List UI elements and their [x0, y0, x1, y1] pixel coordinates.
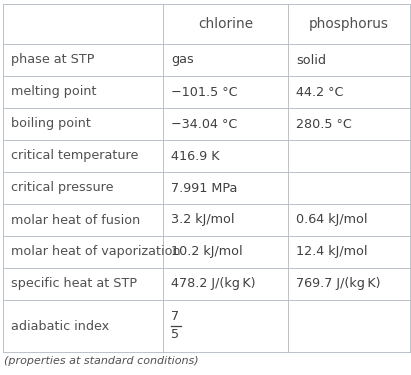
Text: 280.5 °C: 280.5 °C [296, 117, 352, 130]
Text: 5: 5 [171, 328, 179, 342]
Text: solid: solid [296, 54, 326, 66]
Text: critical temperature: critical temperature [11, 150, 139, 162]
Text: boiling point: boiling point [11, 117, 91, 130]
Text: adiabatic index: adiabatic index [11, 320, 109, 333]
Text: 0.64 kJ/mol: 0.64 kJ/mol [296, 213, 367, 226]
Text: 478.2 J/(kg K): 478.2 J/(kg K) [171, 278, 256, 291]
Text: 12.4 kJ/mol: 12.4 kJ/mol [296, 246, 367, 258]
Text: 10.2 kJ/mol: 10.2 kJ/mol [171, 246, 242, 258]
Text: melting point: melting point [11, 86, 97, 99]
Text: 416.9 K: 416.9 K [171, 150, 219, 162]
Text: phosphorus: phosphorus [309, 17, 389, 31]
Text: 7.991 MPa: 7.991 MPa [171, 182, 238, 195]
Text: molar heat of fusion: molar heat of fusion [11, 213, 140, 226]
Text: −101.5 °C: −101.5 °C [171, 86, 238, 99]
Text: gas: gas [171, 54, 194, 66]
Text: chlorine: chlorine [198, 17, 253, 31]
Text: specific heat at STP: specific heat at STP [11, 278, 137, 291]
Text: 769.7 J/(kg K): 769.7 J/(kg K) [296, 278, 381, 291]
Text: molar heat of vaporization: molar heat of vaporization [11, 246, 180, 258]
Text: 7: 7 [171, 310, 179, 324]
Text: 3.2 kJ/mol: 3.2 kJ/mol [171, 213, 235, 226]
Text: phase at STP: phase at STP [11, 54, 95, 66]
Text: critical pressure: critical pressure [11, 182, 113, 195]
Text: 44.2 °C: 44.2 °C [296, 86, 344, 99]
Text: (properties at standard conditions): (properties at standard conditions) [4, 356, 199, 366]
Text: −34.04 °C: −34.04 °C [171, 117, 238, 130]
